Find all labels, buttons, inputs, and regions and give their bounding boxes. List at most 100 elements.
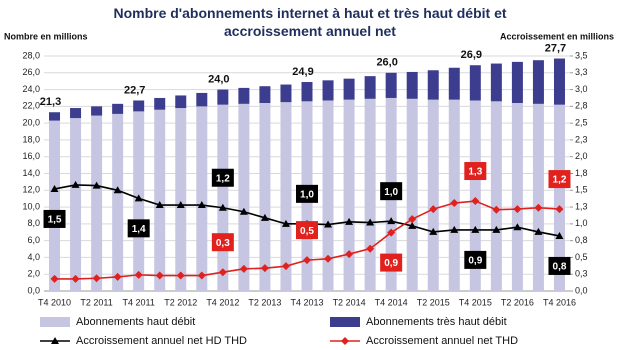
data-label: 1,5: [48, 215, 62, 226]
line-marker: [387, 228, 396, 237]
line-marker: [345, 250, 354, 259]
y-tick-label: 18,0: [22, 134, 40, 144]
bar-segment: [469, 65, 481, 101]
data-label-box: [548, 256, 571, 275]
legend-label: Abonnements très haut débit: [366, 316, 507, 328]
line-marker: [71, 180, 80, 188]
total-label: 26,9: [461, 49, 482, 61]
line-marker: [429, 227, 438, 235]
y2-tick-label: 3,3: [575, 67, 588, 77]
bar-segment: [532, 103, 544, 291]
legend-marker: [51, 337, 59, 344]
line-marker: [113, 272, 122, 281]
line-marker: [218, 268, 227, 277]
y-tick-label: 8,0: [27, 218, 40, 228]
data-label-box: [43, 209, 66, 228]
bar-segment: [49, 120, 61, 291]
bar-segment: [280, 102, 292, 292]
y2-tick-label: 2,8: [575, 101, 588, 111]
y-tick-label: 20,0: [22, 118, 40, 128]
line-marker: [471, 197, 480, 206]
x-tick-label: T4 2016: [543, 297, 576, 307]
bar-segment: [364, 98, 376, 291]
line-marker: [408, 221, 417, 229]
y-tick-label: 22,0: [22, 101, 40, 111]
y2-tick-label: 0,5: [575, 252, 588, 262]
line-marker: [450, 199, 459, 208]
bar-segment: [511, 61, 523, 103]
y2-axis-title: Accroissement en millions: [500, 31, 614, 41]
bar-segment: [322, 100, 334, 291]
x-tick-label: T2 2012: [164, 297, 197, 307]
y2-tick-label: 0,8: [575, 235, 588, 245]
x-tick-label: T4 2011: [123, 297, 155, 307]
bar-segment: [469, 100, 481, 291]
x-tick-label: T2 2016: [501, 297, 534, 307]
bar-segment: [490, 101, 502, 291]
y-tick-label: 26,0: [22, 67, 40, 77]
line-marker: [492, 205, 501, 214]
bar-segment: [196, 92, 208, 107]
data-label-box: [211, 168, 234, 187]
line-marker: [513, 205, 522, 214]
bar-segment: [112, 113, 124, 292]
bar-segment: [448, 99, 460, 292]
y-tick-label: 6,0: [27, 235, 40, 245]
legend-swatch: [40, 317, 70, 327]
y2-tick-label: 1,8: [575, 168, 588, 178]
line-marker: [218, 203, 227, 211]
bar-segment: [280, 84, 292, 103]
line-marker: [155, 271, 164, 280]
x-tick-label: T2 2014: [333, 297, 366, 307]
line-marker: [345, 217, 354, 225]
total-label: 22,7: [124, 84, 145, 96]
y-tick-label: 16,0: [22, 151, 40, 161]
total-label: 24,9: [292, 66, 313, 78]
data-label-box: [127, 219, 150, 238]
y-tick-label: 2,0: [27, 269, 40, 279]
line-marker: [534, 227, 543, 235]
line-marker: [450, 225, 459, 233]
bar-segment: [406, 98, 418, 291]
y2-tick-label: 3,5: [575, 50, 588, 60]
y2-tick-label: 1,5: [575, 185, 588, 195]
total-label: 27,7: [545, 42, 566, 54]
y2-tick-label: 1,0: [575, 218, 588, 228]
line-marker: [408, 215, 417, 224]
bar-segment: [154, 97, 166, 110]
bar-segment: [70, 118, 82, 291]
line-marker: [176, 271, 185, 280]
y2-tick-label: 1,3: [575, 201, 588, 211]
line-marker: [366, 218, 375, 226]
line-marker: [92, 274, 101, 283]
legend-label: Accroissement annuel net THD: [366, 335, 518, 347]
y-tick-label: 28,0: [22, 50, 40, 60]
bar-segment: [70, 108, 82, 119]
bar-segment: [301, 82, 313, 102]
data-label-box: [296, 184, 318, 203]
x-tick-label: T2 2011: [80, 297, 112, 307]
y2-tick-label: 0,0: [575, 285, 588, 295]
bar-segment: [322, 80, 334, 101]
x-tick-label: T4 2012: [206, 297, 239, 307]
bar-segment: [511, 103, 523, 291]
bar-segment: [343, 99, 355, 292]
line-marker: [134, 194, 143, 202]
total-label: 21,3: [40, 96, 61, 108]
line-marker: [134, 270, 143, 279]
legend-marker: [341, 337, 349, 345]
line-marker: [471, 225, 480, 233]
line-marker: [387, 217, 396, 225]
line-marker: [50, 274, 59, 283]
line-marker: [492, 225, 501, 233]
data-label-box: [211, 233, 234, 252]
bar-segment: [532, 60, 544, 104]
line-marker: [155, 201, 164, 209]
line-marker: [429, 205, 438, 214]
bar-segment: [553, 104, 565, 291]
bar-segment: [238, 87, 250, 104]
data-label-box: [380, 182, 403, 201]
total-label: 24,0: [208, 73, 229, 85]
bar-segment: [364, 76, 376, 99]
